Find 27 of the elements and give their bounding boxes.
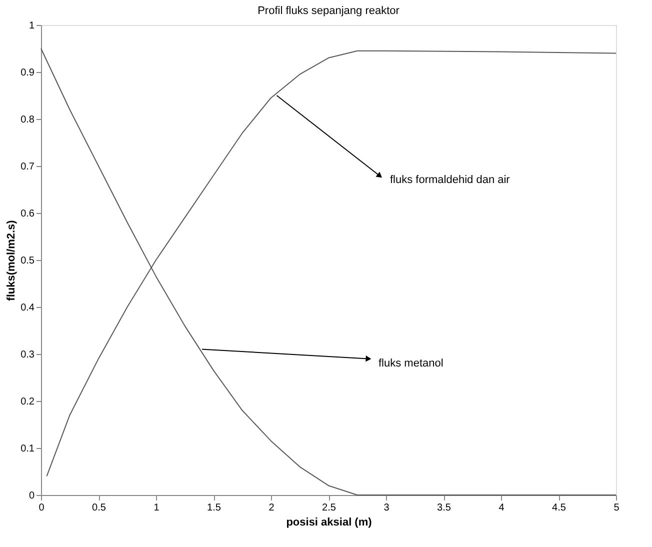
x-tick-label: 2 <box>268 502 275 514</box>
x-tick-label: 5 <box>614 502 620 514</box>
x-tick-label: 0 <box>38 502 45 514</box>
x-tick-label: 3 <box>384 502 390 514</box>
y-tick-label: 0 <box>28 490 35 502</box>
chart-title: Profil fluks sepanjang reaktor <box>258 5 400 17</box>
x-tick-label: 0.5 <box>92 502 106 514</box>
y-tick-label: 0.8 <box>20 114 35 126</box>
y-tick-label: 0.3 <box>20 350 35 360</box>
x-tick-label: 2.5 <box>322 502 336 514</box>
annotation: fluks formaldehid dan air <box>390 174 510 186</box>
y-tick-label: 0.7 <box>20 162 35 172</box>
y-tick-label: 0.9 <box>20 68 35 78</box>
y-tick-label: 0.2 <box>20 396 35 408</box>
x-axis-title: posisi aksial (m) <box>286 516 372 528</box>
y-tick-label: 0.5 <box>20 256 35 266</box>
x-tick-label: 1 <box>154 502 160 514</box>
annotation: fluks metanol <box>378 357 444 370</box>
y-tick-label: 0.6 <box>20 208 35 220</box>
x-tick-label: 3.5 <box>437 502 452 514</box>
x-tick-label: 4 <box>498 502 505 514</box>
y-axis-title: fluks(mol/m2.s) <box>6 220 18 301</box>
y-tick-label: 1 <box>28 20 35 32</box>
x-tick-label: 4.5 <box>552 502 566 514</box>
x-tick-label: 1.5 <box>207 502 222 514</box>
y-tick-label: 0.4 <box>20 302 35 314</box>
y-tick-label: 0.1 <box>20 444 35 454</box>
